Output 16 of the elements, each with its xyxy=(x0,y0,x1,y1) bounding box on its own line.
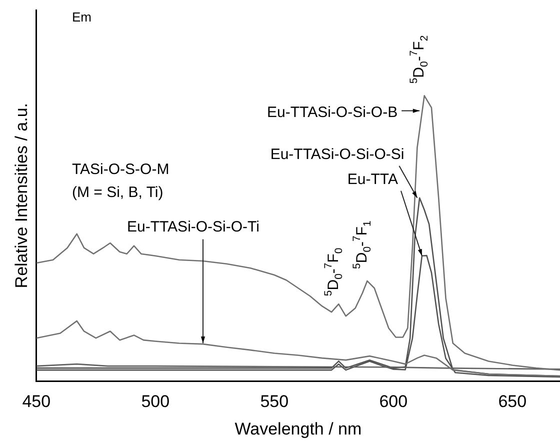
annotation: Eu-TTASi-O-Si-O-Si xyxy=(270,146,404,164)
annotation: TASi-O-S-O-M (M = Si, B, Ti) xyxy=(72,161,170,202)
annotation: Eu-TTASi-O-Si-O-B xyxy=(267,104,398,121)
x-tick-label: 450 xyxy=(22,392,51,412)
annotation: 5D0-7F1 xyxy=(350,220,374,269)
x-tick-label: 500 xyxy=(141,392,170,412)
annotation: 5D0-7F0 xyxy=(322,248,345,296)
annotation: Eu-TTASi-O-Si-O-Ti xyxy=(127,218,260,236)
x-tick-label: 650 xyxy=(498,392,527,412)
annotation: Eu-TTA xyxy=(347,170,398,188)
x-tick-label: 550 xyxy=(260,392,289,412)
y-axis-title: Relative Intensities / a.u. xyxy=(12,102,31,288)
text: Em xyxy=(72,10,92,25)
x-tick-label: 600 xyxy=(379,392,408,412)
x-axis-title: Wavelength / nm xyxy=(234,419,362,438)
annotation: 5D0-7F2 xyxy=(408,35,430,84)
